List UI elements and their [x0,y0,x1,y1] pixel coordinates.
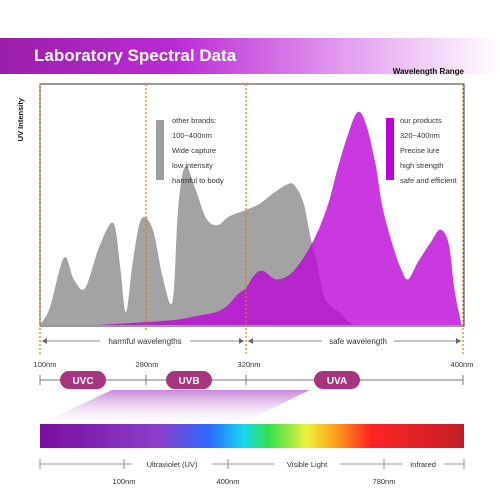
legend-swatch-ours [386,118,394,180]
legend-swatch-other [156,120,164,180]
ir-label-bg [402,458,444,469]
ours-annotation-line: high strength [400,161,444,170]
tick-280nm: 280nm [136,360,159,369]
spectrum-tick-400nm: 400nm [217,477,240,486]
harmful-label-bg [100,335,190,347]
other-brands-annotation: other brands: 100~400nm Wide capture low… [172,113,224,188]
spectrum-tick-100nm: 100nm [113,477,136,486]
ultraviolet-label: Ultraviolet (UV) [147,460,198,469]
our-products-annotation: our products 320~400nm Precise lure high… [400,113,457,188]
uva-pill [314,371,360,389]
ours-annotation-line: safe and efficient [400,176,457,185]
safe-wavelength-label: safe wavelength [329,337,387,346]
other-annotation-line: harmful to body [172,176,224,185]
safe-label-bg [322,335,394,347]
tick-400nm: 400nm [451,360,474,369]
tick-100nm: 100nm [34,360,57,369]
infrared-label: Infrared [410,460,436,469]
title-banner [0,38,500,74]
visible-light-label: Visible Light [287,460,328,469]
spectrum-bar [40,424,464,448]
other-annotation-line: Wide capture [172,146,217,155]
uva-label: UVA [327,376,347,387]
uvc-pill [60,371,106,389]
wavelength-range-label: Wavelength Range [392,67,464,76]
spectrum-tick-780nm: 780nm [373,477,396,486]
area-series-our-products [96,111,462,325]
uvc-label: UVC [72,376,93,387]
uv-funnel [40,390,310,424]
other-annotation-line: low intensity [172,161,213,170]
harmful-wavelengths-label: harmful wavelengths [108,337,181,346]
other-annotation-line: other brands: [172,116,217,125]
page-title: Laboratory Spectral Data [34,46,237,65]
other-annotation-line: 100~400nm [172,131,212,140]
ours-annotation-line: 320~400nm [400,131,440,140]
visible-label-bg [274,458,340,469]
ours-annotation-line: our products [400,116,442,125]
uv-label-bg [132,458,212,469]
ours-annotation-line: Precise lure [400,146,440,155]
uvb-pill [166,371,212,389]
tick-320nm: 320nm [238,360,261,369]
uvb-label: UVB [178,376,199,387]
